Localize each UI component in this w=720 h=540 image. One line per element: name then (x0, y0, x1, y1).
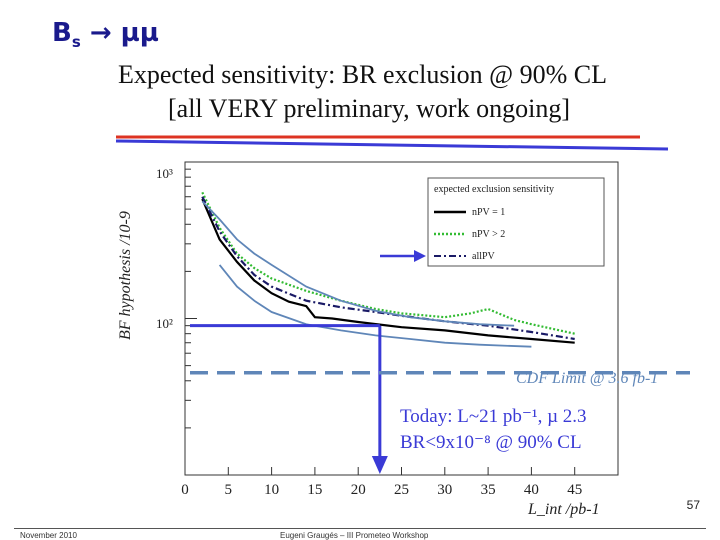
footer-presentation: Eugeni Graugés – III Prometeo Workshop (280, 531, 429, 540)
x-tick-label-35: 35 (481, 482, 496, 498)
y-ticks (185, 161, 197, 429)
legend-box (427, 177, 605, 267)
x-ticks: 0 5 10 15 20 25 30 35 40 45 (181, 467, 582, 498)
today-br-label: BR<9x10⁻⁸ @ 90% CL (400, 432, 582, 453)
series-line-band-4 (218, 264, 532, 348)
footer-rule (14, 528, 706, 529)
series-line-npv-2 (201, 191, 575, 335)
legend-entry-allpv: allPV (472, 251, 496, 262)
legend-title: expected exclusion sensitivity (434, 184, 554, 195)
series-line-allpv (201, 196, 575, 341)
heading-line-1: Expected sensitivity: BR exclusion @ 90%… (118, 60, 607, 89)
y-axis-label: BF hypothesis /10-9 (117, 211, 134, 340)
page-number: 57 (686, 498, 700, 512)
title-rest: → µµ (80, 18, 159, 48)
heading-underline-blue (115, 139, 669, 151)
today-luminosity-label: Today: L~21 pb⁻¹, µ 2.3 (400, 406, 587, 427)
x-tick-label-10: 10 (264, 482, 279, 498)
legend-entry-npv2: nPV > 2 (472, 229, 505, 240)
x-tick-label-20: 20 (351, 482, 366, 498)
x-tick-label-5: 5 (225, 482, 233, 498)
x-tick-label-30: 30 (437, 482, 452, 498)
footer-date: November 2010 (20, 531, 77, 540)
x-tick-label-15: 15 (307, 482, 322, 498)
heading-line-2: [all VERY preliminary, work ongoing] (168, 94, 570, 123)
x-tick-label-0: 0 (181, 482, 189, 498)
x-tick-label-45: 45 (567, 482, 582, 498)
legend-entry-npv1: nPV = 1 (472, 207, 505, 218)
series-layer (201, 191, 575, 348)
legend-pointer-arrowhead (414, 250, 426, 262)
today-arrowhead (371, 456, 388, 474)
title-main: B (52, 18, 72, 48)
y-tick-label-1000: 10³ (156, 166, 173, 181)
series-line-npv-1 (201, 198, 575, 344)
cdf-limit-label: CDF Limit @ 3.6 fb-1 (516, 370, 658, 387)
x-tick-label-25: 25 (394, 482, 409, 498)
y-tick-label-100: 10² (156, 316, 173, 331)
x-tick-label-40: 40 (524, 482, 539, 498)
title-subscript: s (71, 33, 81, 52)
x-axis-label: L_int /pb-1 (527, 501, 600, 518)
series-line-band-3 (201, 200, 515, 327)
slide-title: Bs → µµ (52, 18, 159, 51)
legend: expected exclusion sensitivity nPV = 1 n… (427, 177, 605, 267)
annotation-layer (190, 324, 690, 474)
